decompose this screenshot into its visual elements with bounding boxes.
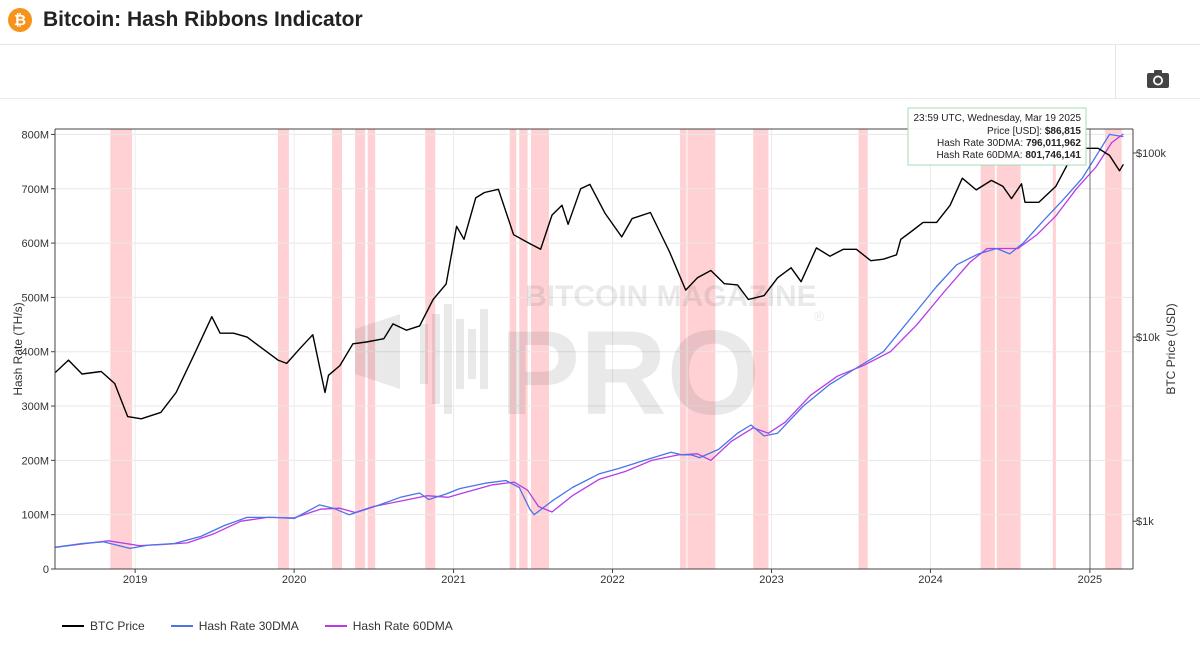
tooltip-row-30dma: Hash Rate 30DMA: 796,011,962 xyxy=(937,138,1081,149)
capitulation-band xyxy=(367,129,376,569)
capitulation-band xyxy=(519,129,528,569)
capitulation-band xyxy=(680,129,687,569)
capitulation-band xyxy=(110,129,133,569)
x-tick-label: 2022 xyxy=(600,574,624,586)
y-right-tick-label: $1k xyxy=(1136,516,1154,528)
y-left-tick-label: 800M xyxy=(21,129,49,141)
page-title: Bitcoin: Hash Ribbons Indicator xyxy=(43,8,363,31)
capitulation-band xyxy=(509,129,517,569)
tooltip-box xyxy=(907,107,1087,166)
y-right-tick-label: $10k xyxy=(1136,332,1160,344)
tooltip-label: Hash Rate 60DMA: xyxy=(936,150,1022,161)
y-axis-left-title: Hash Rate (TH/s) xyxy=(11,302,25,395)
y-left-tick-label: 700M xyxy=(21,184,49,196)
chart-legend: BTC Price Hash Rate 30DMA Hash Rate 60DM… xyxy=(62,617,479,635)
tooltip-label: Price [USD]: xyxy=(987,126,1042,137)
capitulation-band xyxy=(425,129,436,569)
tooltip-value: 801,746,141 xyxy=(1025,150,1081,161)
tooltip-label: Hash Rate 30DMA: xyxy=(937,138,1023,149)
watermark-line2: PRO xyxy=(500,306,760,440)
y-axis-right-title: BTC Price (USD) xyxy=(1164,303,1178,394)
capitulation-band xyxy=(687,129,716,569)
capitulation-band xyxy=(1052,129,1056,569)
watermark-bars-icon xyxy=(355,304,488,414)
x-tick-label: 2021 xyxy=(441,574,465,586)
watermark-mark: ® xyxy=(814,308,825,324)
camera-icon[interactable] xyxy=(1146,69,1170,89)
y-right-tick-label: $100k xyxy=(1136,148,1166,160)
x-tick-label: 2020 xyxy=(282,574,306,586)
capitulation-band xyxy=(1105,129,1122,569)
capitulation-band xyxy=(278,129,289,569)
page-header: ₿ Bitcoin: Hash Ribbons Indicator xyxy=(0,0,1200,45)
capitulation-band xyxy=(980,129,995,569)
capitulation-band xyxy=(355,129,366,569)
legend-swatch xyxy=(170,625,193,627)
y-left-tick-label: 100M xyxy=(21,510,49,522)
capitulation-band xyxy=(996,129,1021,569)
tooltip-row-price: Price [USD]: $86,815 xyxy=(987,126,1081,137)
legend-label: Hash Rate 60DMA xyxy=(352,619,453,633)
x-tick-label: 2023 xyxy=(759,574,783,586)
y-left-tick-label: 200M xyxy=(21,455,49,467)
legend-swatch xyxy=(62,625,84,627)
y-left-tick-label: 400M xyxy=(21,347,49,359)
capitulation-band xyxy=(858,129,868,569)
x-tick-label: 2024 xyxy=(918,574,942,586)
chart-toolbar xyxy=(0,45,1200,99)
legend-item-hash-rate-60dma[interactable]: Hash Rate 60DMA xyxy=(324,619,453,633)
tooltip-value: $86,815 xyxy=(1045,126,1082,137)
tooltip-value: 796,011,962 xyxy=(1026,138,1081,149)
series-line-hash-rate-30dma xyxy=(55,133,1124,550)
y-left-tick-label: 0 xyxy=(43,564,49,576)
legend-label: Hash Rate 30DMA xyxy=(198,619,299,633)
watermark: BITCOIN MAGAZINE PRO ® xyxy=(355,280,825,440)
legend-swatch xyxy=(324,625,347,627)
hash-ribbons-chart[interactable]: BITCOIN MAGAZINE PRO ® 0 100M 200M 300M 400M… xyxy=(0,99,1200,614)
y-left-tick-label: 500M xyxy=(21,292,49,304)
hover-tooltip: 23:59 UTC, Wednesday, Mar 19 2025 Price … xyxy=(907,107,1091,569)
toolbar-divider xyxy=(1115,45,1116,98)
x-tick-label: 2025 xyxy=(1078,574,1102,586)
watermark-line1: BITCOIN MAGAZINE xyxy=(525,280,817,313)
legend-item-hash-rate-30dma[interactable]: Hash Rate 30DMA xyxy=(170,619,299,633)
legend-item-btc-price[interactable]: BTC Price xyxy=(62,619,145,633)
capitulation-band xyxy=(332,129,343,569)
x-tick-label: 2019 xyxy=(123,574,147,586)
y-left-tick-label: 600M xyxy=(21,238,49,250)
bitcoin-logo-icon: ₿ xyxy=(8,8,32,32)
tooltip-header: 23:59 UTC, Wednesday, Mar 19 2025 xyxy=(914,113,1082,124)
legend-label: BTC Price xyxy=(90,619,145,633)
y-left-tick-label: 300M xyxy=(21,401,49,413)
capitulation-band xyxy=(753,129,769,569)
series-line-btc-price xyxy=(55,147,1125,420)
tooltip-row-60dma: Hash Rate 60DMA: 801,746,141 xyxy=(936,150,1081,161)
